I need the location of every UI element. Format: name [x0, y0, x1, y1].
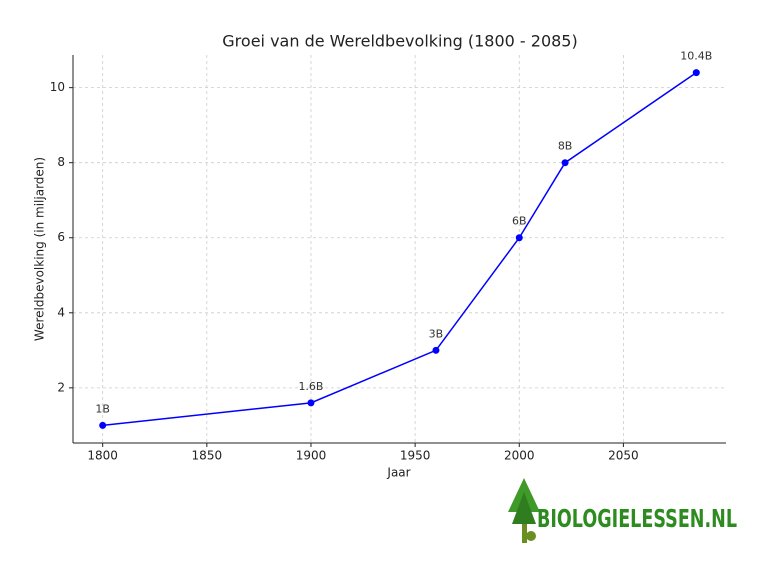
x-tick-label: 2050	[608, 449, 639, 463]
data-label: 3B	[429, 327, 444, 340]
data-label: 8B	[558, 140, 573, 153]
data-point	[99, 421, 107, 429]
logo-icon	[508, 478, 540, 543]
data-label: 1.6B	[298, 380, 323, 393]
x-tick-label: 1800	[87, 449, 118, 463]
x-tick-label: 2000	[504, 449, 535, 463]
y-tick-label: 8	[57, 155, 65, 169]
x-axis-label: Jaar	[386, 466, 410, 480]
logo-text: BIOLOGIELESSEN.NL	[537, 504, 737, 533]
data-label: 6B	[512, 215, 527, 228]
data-point	[515, 234, 523, 242]
chart-title: Groei van de Wereldbevolking (1800 - 208…	[222, 32, 577, 51]
data-point	[692, 69, 700, 77]
y-tick-label: 4	[57, 305, 65, 319]
x-tick-label: 1850	[192, 449, 223, 463]
data-label: 10.4B	[680, 50, 712, 63]
y-tick-label: 10	[50, 80, 65, 94]
data-point	[432, 346, 440, 354]
data-point	[307, 399, 315, 407]
data-label: 1B	[95, 402, 110, 415]
y-tick-label: 2	[57, 380, 65, 394]
x-tick-label: 1950	[400, 449, 431, 463]
data-line	[102, 72, 697, 427]
y-tick-label: 6	[57, 230, 65, 244]
data-point	[561, 159, 569, 167]
y-axis-label: Wereldbevolking (in miljarden)	[33, 157, 47, 341]
x-tick-label: 1900	[296, 449, 327, 463]
